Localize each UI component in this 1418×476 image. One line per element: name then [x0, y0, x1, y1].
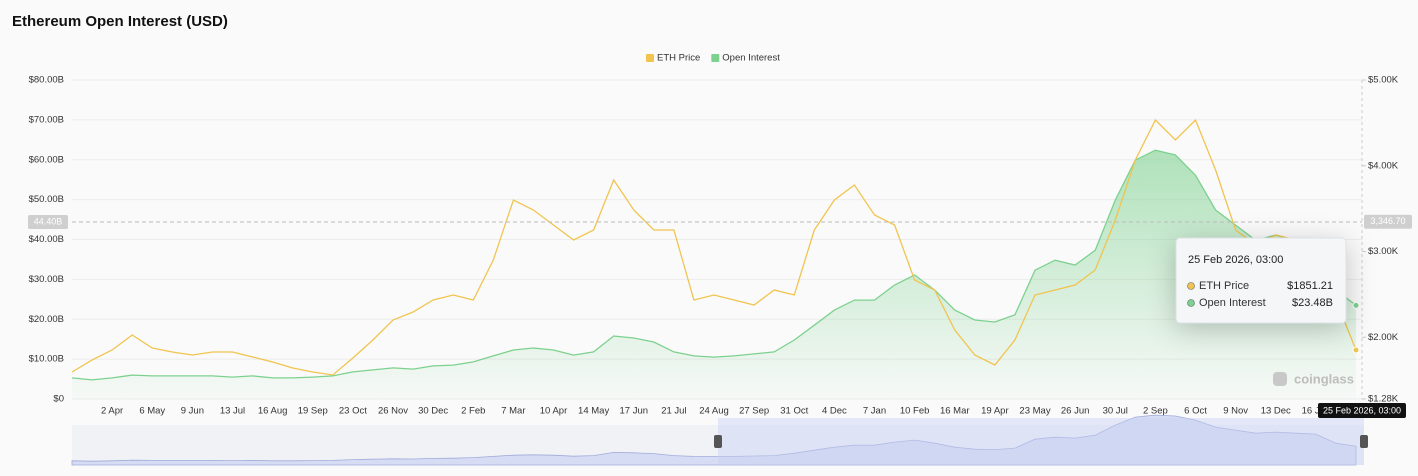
y-tick-label: $50.00B	[29, 194, 64, 205]
x-tick-label: 14 May	[578, 406, 609, 417]
tooltip-value: $1851.21	[1287, 280, 1333, 292]
tooltip-value: $23.48B	[1292, 297, 1333, 309]
area-fill	[72, 150, 1356, 399]
x-tick-label: 9 Nov	[1223, 406, 1248, 417]
area-line	[71, 149, 1357, 381]
tooltip-box	[1175, 237, 1347, 324]
hover-dot	[1352, 346, 1360, 354]
x-tick-label: 13 Dec	[1261, 406, 1291, 417]
navigator-selection	[718, 418, 1364, 465]
x-tick-label: 23 May	[1019, 406, 1050, 417]
hover-dot	[1352, 301, 1360, 309]
x-tick-label: 7 Mar	[501, 406, 525, 417]
x-tick-label: 17 Jun	[619, 406, 648, 417]
crosshair-x-box	[1318, 403, 1406, 418]
tooltip-swatch	[1187, 282, 1195, 290]
tooltip-swatch	[1187, 299, 1195, 307]
y-tick-label: $80.00B	[29, 75, 64, 86]
x-tick-label: 2 Sep	[1143, 406, 1168, 417]
y-tick-label: $0	[53, 394, 64, 405]
x-tick-label: 2 Apr	[101, 406, 123, 417]
x-tick-label: 30 Dec	[418, 406, 448, 417]
legend-swatch	[711, 54, 720, 62]
x-tick-label: 16 Aug	[258, 406, 288, 417]
x-tick-label: 13 Jul	[220, 406, 245, 417]
x-tick-label: 7 Jan	[863, 406, 886, 417]
x-tick-label: 16 Jan	[1302, 406, 1331, 417]
y2-tick-label: $2.00K	[1368, 332, 1399, 343]
crosshair-y2-label: 3,346.70	[1370, 216, 1405, 226]
x-tick-label: 27 Sep	[739, 406, 769, 417]
x-tick-label: 10 Feb	[900, 406, 930, 417]
legend-label: ETH Price	[657, 53, 700, 64]
x-tick-label: 19 Sep	[298, 406, 328, 417]
y2-tick-label: $5.00K	[1368, 75, 1399, 86]
x-tick-label: 26 Nov	[378, 406, 408, 417]
x-tick-label: 10 Apr	[540, 406, 567, 417]
x-tick-label: 4 Dec	[822, 406, 847, 417]
crosshair-x-label: 25 Feb 2026, 03:00	[1323, 405, 1401, 415]
y-tick-label: $30.00B	[29, 274, 64, 285]
y-tick-label: $20.00B	[29, 314, 64, 325]
tooltip: 25 Feb 2026, 03:00 ETH Price $1851.21 Open …	[1175, 237, 1347, 324]
watermark: coinglass	[1294, 371, 1354, 386]
crosshair-y-label: 44.40B	[34, 216, 63, 226]
x-tick-label: 21 Jul	[661, 406, 686, 417]
x-tick-label: 26 Jun	[1061, 406, 1090, 417]
x-tick-label: 9 Jun	[181, 406, 204, 417]
x-tick-label: 19 Apr	[981, 406, 1008, 417]
x-tick-label: 23 Oct	[339, 406, 367, 417]
tooltip-title: 25 Feb 2026, 03:00	[1188, 254, 1283, 266]
y2-tick-label: $1.28K	[1368, 394, 1399, 405]
x-tick-label: 2 Feb	[461, 406, 485, 417]
x-tick-label: 6 Oct	[1184, 406, 1207, 417]
y-tick-label: $10.00B	[29, 354, 64, 365]
y2-tick-label: $3.00K	[1368, 246, 1399, 257]
x-tick-label: 30 Jul	[1103, 406, 1128, 417]
crosshair-y-box	[28, 214, 68, 229]
x-tick-label: 31 Oct	[780, 406, 808, 417]
x-tick-label: 6 May	[139, 406, 165, 417]
navigator-handle[interactable]	[1360, 435, 1368, 448]
navigator-handle[interactable]	[714, 435, 722, 448]
crosshair-y2-box	[1364, 214, 1412, 229]
navigator-area	[71, 414, 1357, 466]
legend-label: Open Interest	[722, 53, 780, 64]
legend-swatch	[646, 54, 654, 62]
y2-tick-label: $4.00K	[1368, 160, 1399, 171]
x-tick-label: 24 Aug	[699, 406, 729, 417]
y-tick-label: $40.00B	[29, 234, 64, 245]
watermark-icon	[1273, 372, 1287, 386]
line	[71, 118, 1357, 376]
chart-title: Ethereum Open Interest (USD)	[12, 13, 228, 30]
x-tick-label: 16 Mar	[940, 406, 970, 417]
y-tick-label: $60.00B	[29, 154, 64, 165]
tooltip-name: ETH Price	[1199, 280, 1249, 292]
tooltip-name: Open Interest	[1199, 297, 1266, 309]
y-tick-label: $70.00B	[29, 114, 64, 125]
